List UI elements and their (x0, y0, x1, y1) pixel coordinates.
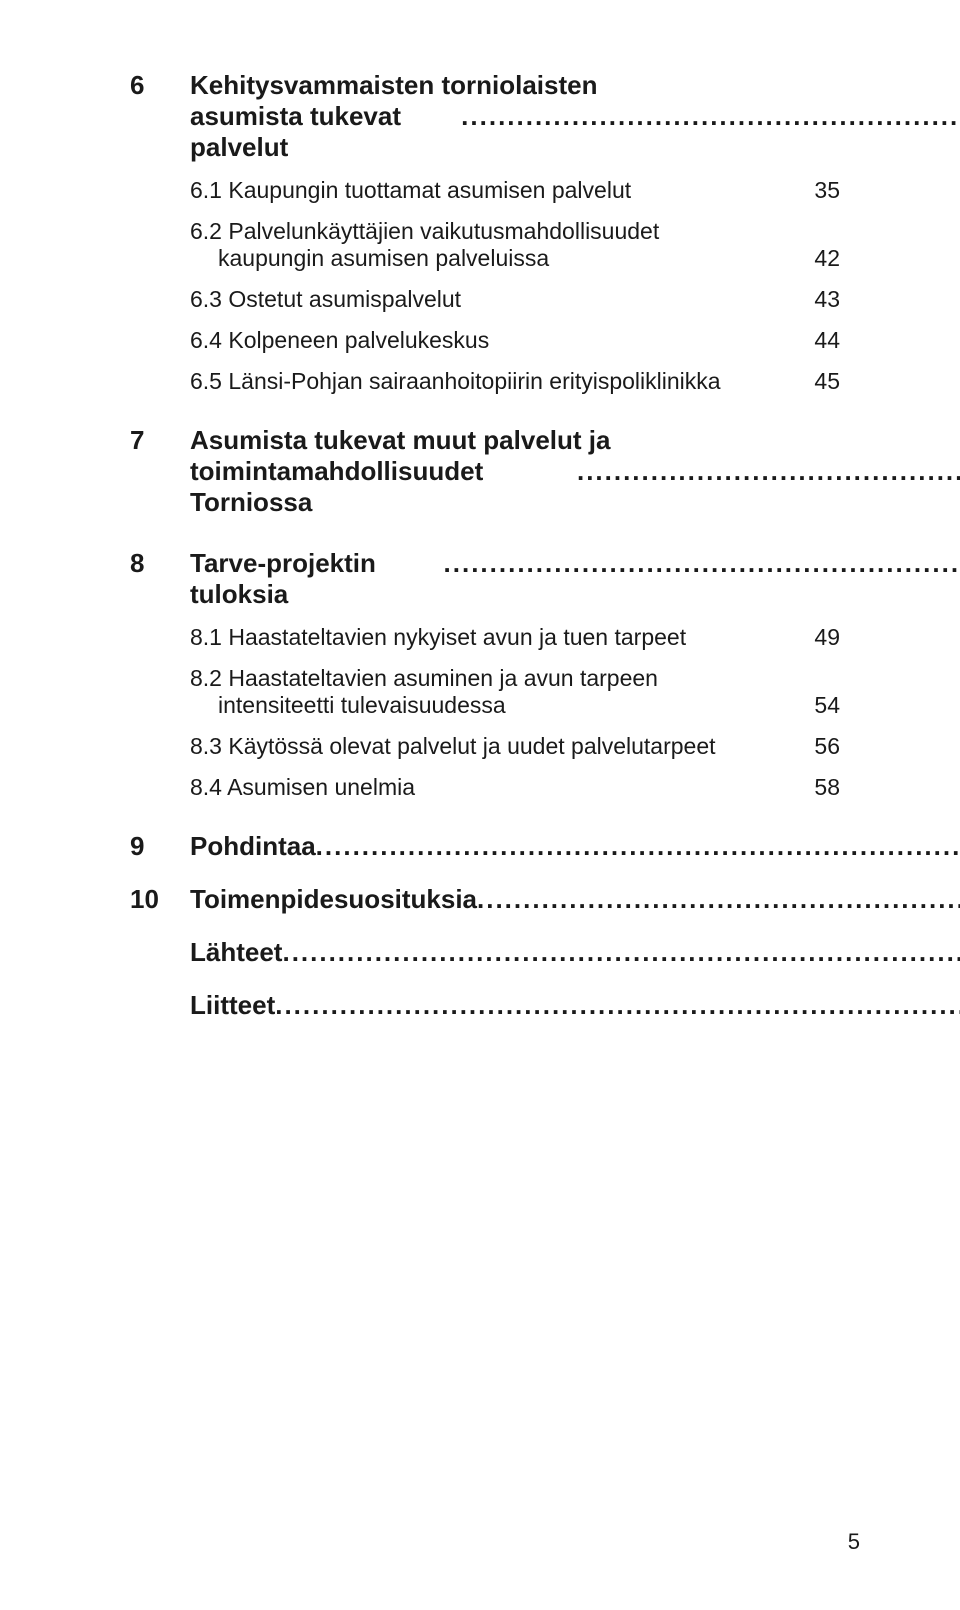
chapter-number: 10 (130, 884, 190, 915)
leader-dots: ........................................… (282, 937, 960, 963)
sub-text-line1: 8.2 Haastateltavien asuminen ja avun tar… (190, 665, 840, 692)
chapter-title: Tarve-projektin tuloksia (190, 548, 444, 610)
toc-chapter-7: 7 Asumista tukevat muut palvelut ja toim… (130, 425, 840, 518)
sub-page: 35 (814, 177, 840, 204)
chapter-number: 6 (130, 70, 190, 101)
chapter-title: Lähteet (190, 937, 282, 968)
chapter-title-line1: Asumista tukevat muut palvelut ja (190, 425, 960, 456)
leader-dots: ........................................… (461, 101, 960, 127)
toc-lahteet: Lähteet ................................… (130, 937, 840, 968)
chapter-title: Liitteet (190, 990, 275, 1021)
sub-page: 42 (814, 245, 840, 272)
toc-chapter-9: 9 Pohdintaa ............................… (130, 831, 840, 862)
sub-text: 8.3 Käytössä olevat palvelut ja uudet pa… (190, 733, 804, 760)
toc-sub-8-1: 8.1 Haastateltavien nykyiset avun ja tue… (130, 624, 840, 651)
toc-sub-8-4: 8.4 Asumisen unelmia 58 (130, 774, 840, 801)
leader-dots: ........................................… (316, 831, 960, 857)
toc-chapter-6: 6 Kehitysvammaisten torniolaisten asumis… (130, 70, 840, 163)
chapter-title-line2: asumista tukevat palvelut (190, 101, 461, 163)
toc-sub-6-2: 6.2 Palvelunkäyttäjien vaikutusmahdollis… (130, 218, 840, 272)
sub-page: 45 (814, 368, 840, 395)
sub-text: 6.3 Ostetut asumispalvelut (190, 286, 804, 313)
leader-dots: ........................................… (577, 456, 960, 482)
toc-sub-8-2: 8.2 Haastateltavien asuminen ja avun tar… (130, 665, 840, 719)
toc-chapter-10: 10 Toimenpidesuosituksia ...............… (130, 884, 840, 915)
toc-sub-6-4: 6.4 Kolpeneen palvelukeskus 44 (130, 327, 840, 354)
sub-page: 58 (814, 774, 840, 801)
toc-sub-8-3: 8.3 Käytössä olevat palvelut ja uudet pa… (130, 733, 840, 760)
chapter-title: Pohdintaa (190, 831, 316, 862)
toc-sub-6-1: 6.1 Kaupungin tuottamat asumisen palvelu… (130, 177, 840, 204)
chapter-number: 8 (130, 548, 190, 579)
sub-text: 6.1 Kaupungin tuottamat asumisen palvelu… (190, 177, 804, 204)
sub-text-line2: kaupungin asumisen palveluissa (190, 245, 804, 272)
chapter-title-line2: toimintamahdollisuudet Torniossa (190, 456, 577, 518)
sub-text: 8.1 Haastateltavien nykyiset avun ja tue… (190, 624, 804, 651)
sub-page: 56 (814, 733, 840, 760)
sub-text: 6.5 Länsi-Pohjan sairaanhoitopiirin erit… (190, 368, 804, 395)
toc-liitteet: Liitteet ...............................… (130, 990, 840, 1021)
chapter-title: Toimenpidesuosituksia (190, 884, 477, 915)
document-page: 6 Kehitysvammaisten torniolaisten asumis… (0, 0, 960, 1610)
sub-page: 54 (814, 692, 840, 719)
page-number: 5 (848, 1529, 860, 1555)
chapter-title-line1: Kehitysvammaisten torniolaisten (190, 70, 960, 101)
leader-dots: ........................................… (275, 990, 960, 1016)
sub-page: 44 (814, 327, 840, 354)
toc-sub-6-5: 6.5 Länsi-Pohjan sairaanhoitopiirin erit… (130, 368, 840, 395)
sub-text-line1: 6.2 Palvelunkäyttäjien vaikutusmahdollis… (190, 218, 840, 245)
sub-page: 43 (814, 286, 840, 313)
sub-text: 8.4 Asumisen unelmia (190, 774, 804, 801)
leader-dots: ........................................… (477, 884, 960, 910)
toc-sub-6-3: 6.3 Ostetut asumispalvelut 43 (130, 286, 840, 313)
leader-dots: ........................................… (444, 548, 960, 574)
sub-text: 6.4 Kolpeneen palvelukeskus (190, 327, 804, 354)
chapter-number: 7 (130, 425, 190, 456)
chapter-number: 9 (130, 831, 190, 862)
sub-page: 49 (814, 624, 840, 651)
sub-text-line2: intensiteetti tulevaisuudessa (190, 692, 804, 719)
toc-chapter-8: 8 Tarve-projektin tuloksia .............… (130, 548, 840, 610)
